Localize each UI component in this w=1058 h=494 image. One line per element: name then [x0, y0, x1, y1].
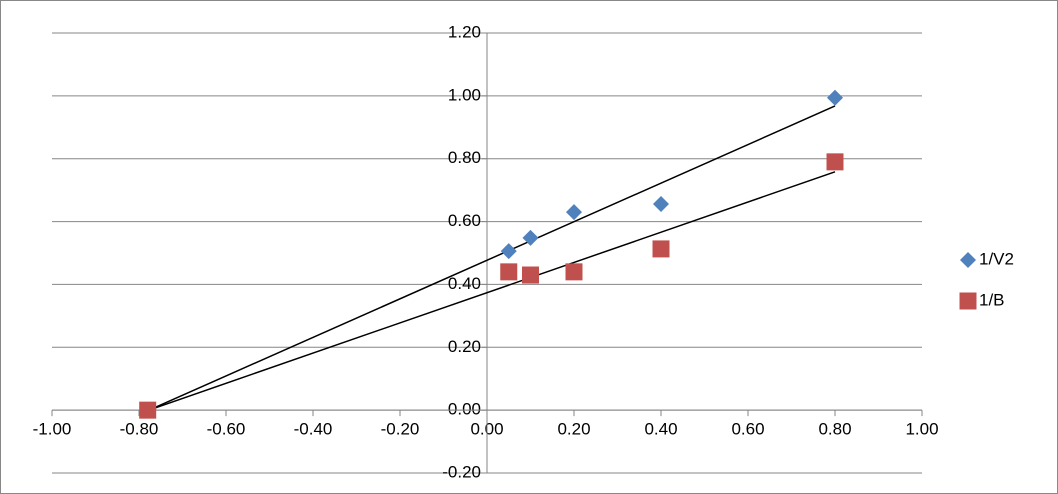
- legend-marker: [959, 292, 977, 310]
- y-tick-label: -0.20: [442, 462, 481, 481]
- point: [565, 263, 583, 281]
- legend-label: 1/V2: [979, 249, 1014, 268]
- x-tick-label: -1.00: [33, 420, 72, 439]
- x-tick-label: -0.20: [381, 420, 420, 439]
- point: [522, 266, 539, 284]
- point: [653, 195, 669, 212]
- point: [652, 240, 670, 258]
- y-tick-label: 0.60: [448, 211, 481, 230]
- x-tick-label: 1.00: [905, 420, 938, 439]
- y-tick-label: 1.00: [448, 85, 481, 104]
- point: [139, 401, 157, 419]
- point: [826, 153, 844, 171]
- point: [500, 243, 517, 260]
- point: [827, 89, 843, 106]
- legend-label: 1/B: [979, 290, 1005, 309]
- x-tick-label: 0.40: [644, 420, 677, 439]
- x-tick-label: -0.40: [294, 420, 333, 439]
- y-tick-label: 0.00: [448, 400, 481, 419]
- y-tick-label: 1.20: [448, 22, 481, 41]
- point: [500, 263, 518, 281]
- trendline: [147, 105, 836, 412]
- y-tick-label: 0.40: [448, 274, 481, 293]
- point: [522, 229, 539, 246]
- point: [566, 204, 582, 221]
- y-tick-label: 0.80: [448, 148, 481, 167]
- x-tick-label: 0.80: [818, 420, 851, 439]
- x-tick-label: -0.80: [120, 420, 159, 439]
- legend-marker: [960, 252, 976, 268]
- x-tick-label: 0.20: [557, 420, 590, 439]
- x-tick-label: -0.60: [207, 420, 246, 439]
- x-tick-label: 0.60: [731, 420, 764, 439]
- trendline: [147, 171, 836, 412]
- y-tick-label: 0.20: [448, 337, 481, 356]
